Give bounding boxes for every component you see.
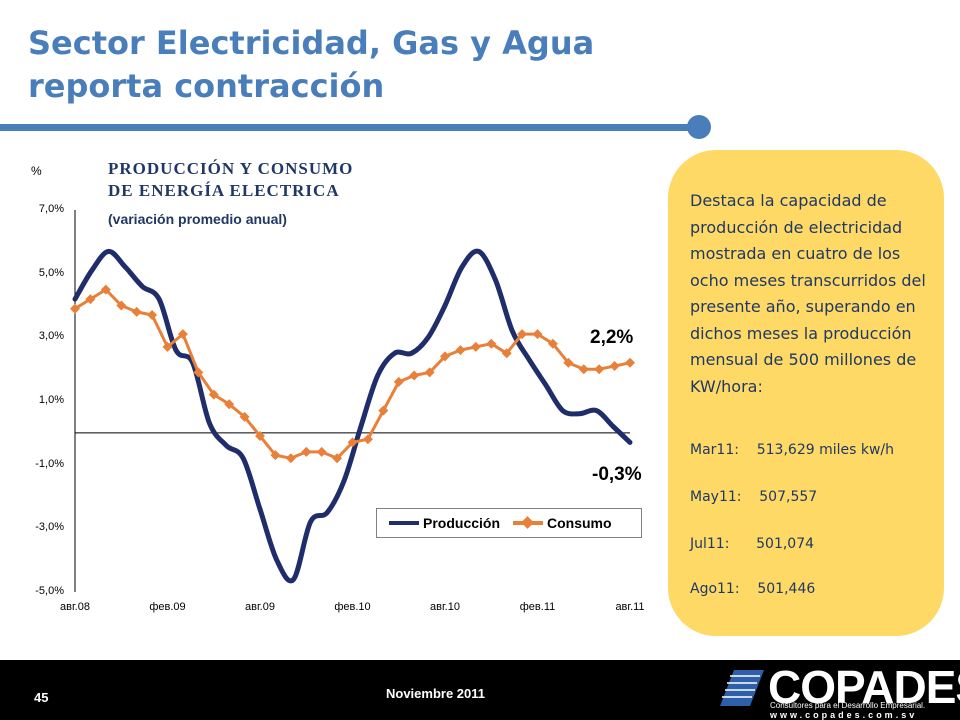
x-tick-label: фев.10	[334, 601, 371, 613]
consumo-point-16	[316, 446, 327, 457]
consumo-point-30	[532, 329, 543, 340]
y-tick-label: -3,0%	[35, 521, 64, 534]
consumo-end-label: 2,2%	[590, 327, 634, 348]
footer-date: Noviembre 2011	[386, 686, 486, 701]
y-tick-label: -5,0%	[35, 585, 64, 597]
legend-label-produccion: Producción	[423, 515, 501, 531]
consumo-point-19	[362, 434, 373, 445]
consumo-point-2	[100, 284, 111, 295]
x-tick-label: фев.09	[149, 601, 186, 613]
consumo-point-24	[440, 351, 450, 362]
consumo-point-29	[517, 329, 528, 340]
consumo-point-9	[208, 389, 219, 400]
consumo-point-36	[625, 357, 635, 368]
x-tick-label: авг.09	[245, 601, 275, 613]
consumo-point-3	[116, 300, 127, 311]
page-number: 45	[34, 690, 49, 705]
consumo-point-15	[301, 446, 312, 457]
legend-item-consumo: Consumo	[513, 509, 612, 537]
y-tick-label: 3,0%	[38, 330, 64, 343]
legend-label-consumo: Consumo	[547, 515, 612, 531]
consumo-point-32	[563, 357, 574, 368]
x-tick-label: авг.11	[615, 601, 645, 613]
produccion-end-label: -0,3%	[592, 464, 642, 485]
consumo-point-25	[455, 345, 466, 356]
title-rule	[0, 124, 700, 131]
copades-logo-icon	[720, 670, 764, 706]
consumo-point-33	[578, 364, 589, 375]
chart-legend: Producción Consumo	[376, 508, 642, 538]
consumo-point-17	[332, 453, 343, 464]
title-rule-dot	[687, 115, 711, 139]
consumo-point-35	[609, 361, 620, 371]
y-tick-label: 1,0%	[38, 394, 64, 406]
stat-ago11: Ago11: 501,446	[690, 581, 816, 597]
x-tick-label: авг.10	[430, 601, 460, 613]
diamond-marker-icon	[521, 516, 534, 529]
consumo-point-18	[347, 437, 358, 448]
consumo-point-22	[409, 370, 420, 381]
consumo-legend-swatch	[513, 516, 543, 529]
y-tick-label: 5,0%	[38, 266, 64, 279]
footer-bar	[0, 660, 960, 720]
chart-title: PRODUCCIÓN Y CONSUMO DE ENERGÍA ELECTRIC…	[108, 158, 353, 202]
produccion-legend-swatch	[389, 521, 419, 525]
consumo-point-11	[239, 411, 250, 422]
y-tick-label: 7,0%	[38, 203, 64, 215]
consumo-point-13	[270, 450, 281, 461]
logo-tagline: Consultores para el Desarrollo Empresari…	[770, 701, 926, 710]
callout-panel: Destaca la capacidad de producción de el…	[668, 150, 944, 636]
chart-title-line-2: DE ENERGÍA ELECTRICA	[108, 181, 340, 200]
consumo-point-8	[193, 367, 204, 378]
stat-mar11: Mar11: 513,629 miles kw/h	[690, 442, 895, 458]
consumo-point-23	[424, 367, 435, 378]
consumo-point-20	[378, 405, 389, 416]
x-tick-label: фев.11	[519, 601, 556, 613]
consumo-point-12	[255, 431, 265, 441]
consumo-point-26	[470, 341, 481, 352]
consumo-point-5	[147, 310, 158, 320]
consumo-point-6	[162, 341, 173, 352]
y-tick-label: -1,0%	[35, 457, 64, 470]
consumo-point-14	[285, 453, 296, 464]
y-axis-unit: %	[31, 164, 42, 178]
consumo-point-28	[501, 348, 512, 359]
chart-subtitle: (variación promedio anual)	[108, 211, 287, 227]
consumo-point-4	[131, 306, 142, 317]
stat-jul11: Jul11: 501,074	[690, 536, 815, 552]
consumo-point-27	[486, 338, 497, 349]
consumo-point-10	[224, 399, 235, 410]
x-tick-label: авг.08	[60, 601, 90, 613]
consumo-point-31	[547, 338, 558, 349]
consumo-point-21	[393, 376, 404, 387]
stat-may11: May11: 507,557	[690, 489, 818, 505]
chart-title-line-1: PRODUCCIÓN Y CONSUMO	[108, 159, 354, 178]
logo-url: www.copades.com.sv	[770, 710, 918, 720]
consumo-point-7	[177, 329, 188, 340]
consumo-point-1	[85, 294, 96, 305]
callout-text: Destaca la capacidad de producción de el…	[690, 191, 926, 396]
slide-title: Sector Electricidad, Gas y Agua reporta …	[28, 24, 595, 105]
logo-wordmark: COPADES	[768, 661, 960, 713]
consumo-point-0	[70, 303, 80, 314]
legend-item-produccion: Producción	[389, 509, 500, 537]
series-line-produccion	[72, 248, 633, 584]
consumo-point-34	[594, 364, 605, 375]
